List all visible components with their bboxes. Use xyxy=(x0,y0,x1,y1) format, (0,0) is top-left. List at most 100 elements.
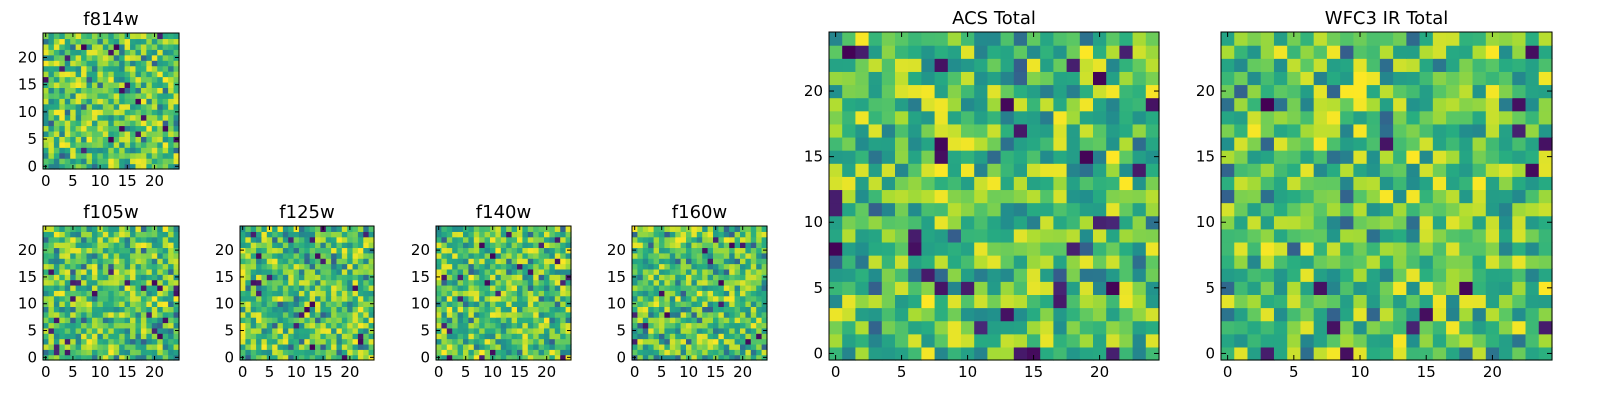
heatmap-cell xyxy=(1485,136,1500,151)
heatmap-cell xyxy=(119,226,126,232)
heatmap-cell xyxy=(1379,150,1394,164)
y-tick-label: 5 xyxy=(1205,279,1215,297)
heatmap-cell xyxy=(363,295,370,302)
heatmap-cell xyxy=(70,279,77,286)
heatmap-cell xyxy=(113,317,120,324)
heatmap-cell xyxy=(43,338,50,345)
heatmap-cell xyxy=(484,284,491,291)
heatmap-cell xyxy=(961,110,975,125)
heatmap-cell xyxy=(1106,189,1120,204)
heatmap-cell xyxy=(86,236,93,243)
heatmap-cell xyxy=(544,284,550,291)
heatmap-cell xyxy=(500,231,507,238)
heatmap-cell xyxy=(446,231,453,238)
heatmap-cell xyxy=(452,317,459,324)
heatmap-cell xyxy=(947,228,962,243)
heatmap-cell xyxy=(277,226,284,232)
heatmap-cell xyxy=(1119,215,1134,230)
heatmap-cell xyxy=(1066,281,1081,295)
heatmap-cell xyxy=(151,54,158,61)
heatmap-cell xyxy=(266,263,273,270)
heatmap-cell xyxy=(642,231,649,238)
heatmap-cell xyxy=(162,354,169,361)
heatmap-cell xyxy=(637,322,644,329)
heatmap-cell xyxy=(908,202,922,217)
heatmap-cell xyxy=(855,294,870,309)
heatmap-cell xyxy=(648,236,655,243)
heatmap-cell xyxy=(266,317,273,324)
heatmap-cell xyxy=(517,322,523,329)
heatmap-cell xyxy=(511,306,518,313)
heatmap-cell xyxy=(162,338,169,345)
heatmap-cell xyxy=(648,311,655,318)
heatmap-cell xyxy=(168,236,175,243)
heatmap-cell xyxy=(490,306,496,313)
heatmap-cell xyxy=(256,295,263,302)
heatmap-cell xyxy=(70,98,77,105)
heatmap-cell xyxy=(368,322,375,329)
heatmap-cell xyxy=(1406,110,1421,125)
heatmap-cell xyxy=(53,274,60,281)
heatmap-cell xyxy=(108,163,115,170)
heatmap-cell xyxy=(146,136,153,143)
heatmap-cell xyxy=(1446,32,1460,46)
heatmap-cell xyxy=(987,58,1002,72)
heatmap-cell xyxy=(740,284,746,291)
heatmap-cell xyxy=(1446,189,1460,204)
heatmap-cell xyxy=(554,247,561,254)
heatmap-cell xyxy=(921,58,936,72)
heatmap-cell xyxy=(162,349,169,356)
heatmap-cell xyxy=(1221,215,1235,230)
heatmap-cell xyxy=(473,343,480,350)
heatmap-cell xyxy=(1260,136,1275,151)
heatmap-cell xyxy=(1459,110,1474,125)
heatmap-cell xyxy=(48,327,55,334)
x-tick-label: 15 xyxy=(706,363,725,381)
heatmap-cell xyxy=(881,136,896,151)
heatmap-cell xyxy=(119,81,126,88)
heatmap-cell xyxy=(102,120,109,127)
heatmap-cell xyxy=(829,281,843,295)
heatmap-cell xyxy=(1119,32,1134,46)
heatmap-cell xyxy=(723,354,730,361)
heatmap-cell xyxy=(245,226,252,232)
heatmap-cell xyxy=(653,349,660,356)
heatmap-cell xyxy=(124,71,131,78)
heatmap-cell xyxy=(261,263,268,270)
heatmap-cell xyxy=(357,301,364,307)
heatmap-cell xyxy=(908,241,922,256)
heatmap-cell xyxy=(1379,58,1394,72)
heatmap-cell xyxy=(347,263,354,270)
heatmap-cell xyxy=(59,242,66,249)
heatmap-cell xyxy=(250,242,257,249)
heatmap-cell xyxy=(288,258,295,265)
heatmap-cell xyxy=(266,279,273,286)
heatmap-cell xyxy=(97,349,104,356)
heatmap-cell xyxy=(1093,281,1107,295)
heatmap-cell xyxy=(436,284,442,291)
heatmap-cell xyxy=(119,279,126,286)
heatmap-cell xyxy=(325,284,332,291)
heatmap-cell xyxy=(81,38,88,45)
heatmap-cell xyxy=(868,45,883,59)
heatmap-cell xyxy=(151,242,158,249)
heatmap-cell xyxy=(59,258,66,265)
heatmap-cell xyxy=(538,236,545,243)
heatmap-cell xyxy=(1260,307,1275,322)
heatmap-cell xyxy=(1221,84,1235,99)
heatmap-cell xyxy=(1366,228,1381,243)
heatmap-cell xyxy=(140,327,147,334)
heatmap-cell xyxy=(1273,320,1288,335)
heatmap-cell xyxy=(1106,228,1120,243)
heatmap-cell xyxy=(506,301,513,307)
heatmap-cell xyxy=(162,114,169,121)
heatmap-cell xyxy=(81,301,88,307)
heatmap-cell xyxy=(490,333,496,340)
heatmap-cell xyxy=(1079,150,1094,164)
heatmap-cell xyxy=(761,231,768,238)
heatmap-cell xyxy=(1406,268,1421,282)
heatmap-cell xyxy=(1313,176,1328,191)
heatmap-cell xyxy=(691,226,698,232)
heatmap-cell xyxy=(707,226,714,232)
heatmap-cell xyxy=(544,263,550,270)
